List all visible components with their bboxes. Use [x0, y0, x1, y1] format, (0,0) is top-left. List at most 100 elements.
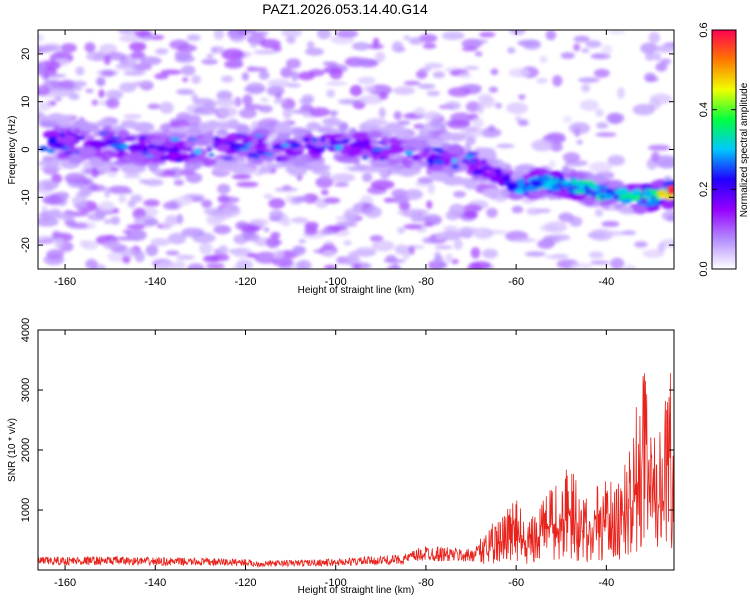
noise-blob — [213, 249, 221, 254]
ridge-blob — [379, 170, 388, 177]
noise-blob — [460, 126, 484, 138]
max-peak-blob — [667, 190, 674, 195]
noise-blob — [391, 188, 408, 198]
peak-blob — [206, 147, 213, 152]
peak-blob — [320, 136, 326, 143]
noise-blob — [667, 215, 674, 221]
noise-blob — [411, 211, 419, 223]
noise-blob — [434, 244, 453, 250]
peak-blob — [431, 147, 443, 152]
x-tick-label: -140 — [144, 276, 166, 288]
ridge-blob — [274, 125, 283, 132]
ridge-blob — [339, 158, 361, 164]
peak-blob — [146, 155, 154, 158]
noise-blob — [359, 94, 383, 105]
noise-blob — [218, 245, 228, 255]
noise-blob — [424, 62, 444, 69]
noise-blob — [660, 58, 672, 65]
peak-blob — [467, 164, 479, 172]
noise-blob — [323, 264, 337, 269]
noise-blob — [560, 52, 575, 60]
peak-blob — [239, 148, 249, 151]
peak-blob — [426, 158, 435, 164]
peak-blob — [516, 178, 526, 184]
peak-blob — [143, 148, 149, 152]
noise-blob — [176, 254, 195, 260]
noise-blob — [610, 257, 625, 269]
noise-blob — [191, 75, 201, 85]
noise-blob — [336, 30, 359, 38]
noise-blob — [648, 31, 661, 44]
noise-blob — [110, 216, 121, 225]
noise-blob — [617, 87, 625, 99]
noise-blob — [48, 208, 62, 218]
noise-blob — [131, 63, 152, 71]
noise-blob — [181, 227, 205, 238]
noise-blob — [335, 221, 358, 228]
noise-blob — [552, 75, 563, 87]
peak-blob — [98, 131, 110, 135]
noise-blob — [250, 43, 258, 48]
noise-blob — [266, 236, 280, 249]
noise-blob — [362, 172, 373, 183]
peak-blob — [658, 194, 669, 199]
noise-blob — [426, 90, 441, 97]
peak-blob — [232, 143, 239, 147]
noise-blob — [282, 107, 293, 120]
noise-blob — [427, 182, 435, 194]
noise-blob — [378, 107, 386, 119]
noise-blob — [568, 122, 591, 135]
noise-blob — [140, 56, 162, 66]
noise-blob — [123, 70, 146, 76]
noise-blob — [343, 240, 352, 246]
peak-blob — [606, 191, 617, 195]
noise-blob — [172, 260, 186, 269]
ridge-blob — [196, 156, 210, 162]
noise-blob — [322, 250, 336, 256]
noise-blob — [91, 99, 99, 106]
noise-blob — [268, 198, 286, 209]
ridge-blob — [43, 130, 61, 138]
noise-blob — [169, 39, 190, 50]
noise-blob — [128, 231, 143, 241]
peak-blob — [482, 166, 490, 170]
ridge-blob — [367, 130, 383, 139]
noise-blob — [548, 160, 556, 169]
noise-blob — [91, 166, 99, 178]
noise-blob — [522, 39, 542, 50]
noise-blob — [511, 205, 524, 214]
peak-blob — [596, 184, 606, 189]
peak-blob — [321, 145, 332, 148]
ridge-blob — [204, 131, 214, 143]
y-tick-label: 10 — [20, 96, 32, 108]
noise-blob — [86, 51, 108, 62]
peak-blob — [271, 145, 284, 150]
noise-blob — [123, 189, 133, 194]
noise-blob — [291, 196, 312, 202]
noise-blob — [469, 39, 488, 44]
noise-blob — [465, 101, 481, 113]
ridge-blob — [121, 165, 143, 175]
noise-blob — [292, 245, 306, 256]
noise-blob — [397, 120, 411, 125]
peak-blob — [182, 147, 191, 151]
noise-blob — [477, 103, 485, 114]
noise-blob — [487, 125, 496, 133]
noise-blob — [38, 34, 44, 42]
noise-blob — [105, 98, 120, 109]
noise-blob — [585, 40, 602, 48]
noise-blob — [41, 195, 63, 205]
colorbar-tick-label: 0.4 — [698, 102, 710, 117]
noise-blob — [99, 43, 118, 56]
ridge-blob — [380, 136, 390, 147]
noise-blob — [394, 244, 410, 255]
noise-blob — [642, 249, 664, 258]
noise-blob — [482, 248, 499, 259]
noise-blob — [85, 88, 94, 94]
peak-blob — [505, 175, 511, 183]
noise-blob — [38, 217, 59, 227]
peak-blob — [257, 138, 264, 144]
ridge-blob — [369, 139, 378, 145]
